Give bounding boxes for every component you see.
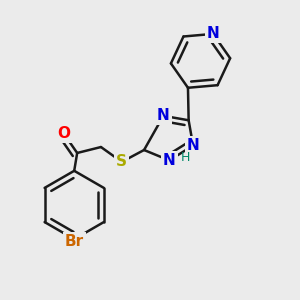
- Text: S: S: [116, 154, 127, 169]
- Text: O: O: [57, 126, 70, 141]
- Text: N: N: [207, 26, 220, 41]
- Text: Br: Br: [64, 234, 84, 249]
- Text: H: H: [181, 151, 190, 164]
- Text: N: N: [157, 108, 170, 123]
- Text: N: N: [187, 138, 200, 153]
- Text: N: N: [163, 153, 176, 168]
